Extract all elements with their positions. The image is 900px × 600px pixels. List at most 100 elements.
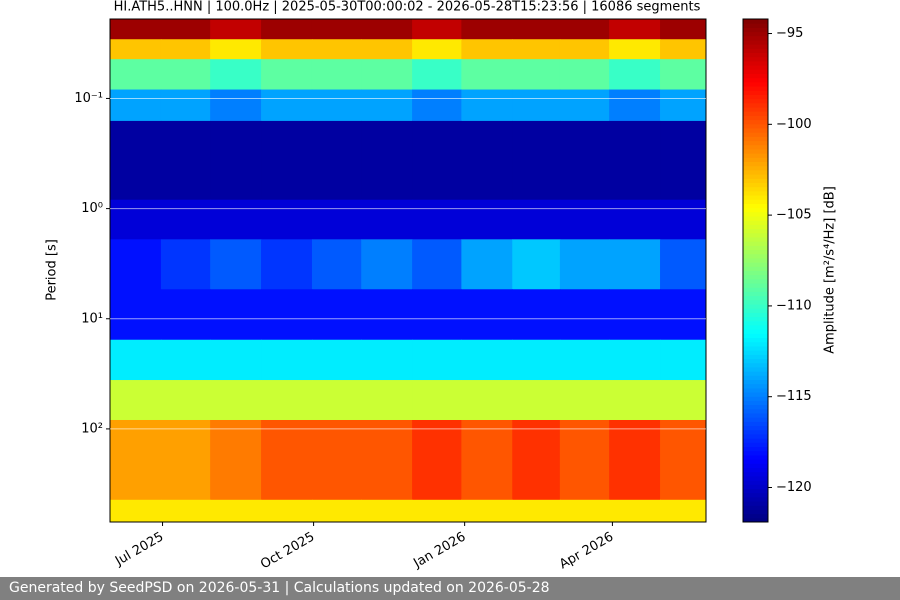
heatmap-cell <box>361 59 413 91</box>
heatmap-cell <box>210 239 262 290</box>
colorbar-segment <box>743 350 768 355</box>
heatmap-cell <box>559 120 610 201</box>
colorbar-segment <box>743 513 768 519</box>
colorbar-segment <box>743 195 768 200</box>
colorbar-segment <box>743 44 768 49</box>
colorbar-segment <box>743 475 768 481</box>
heatmap-cell <box>412 239 462 290</box>
colorbar-segment <box>743 111 768 116</box>
heatmap-cell <box>261 380 313 421</box>
colorbar-segment <box>743 312 768 318</box>
footer: Generated by SeedPSD on 2026-05-31 | Cal… <box>0 577 900 600</box>
colorbar-segment <box>743 236 768 242</box>
heatmap-cell <box>461 289 513 341</box>
heatmap-cell <box>261 199 313 240</box>
heatmap-cell <box>311 499 362 523</box>
heatmap-cell <box>361 289 413 341</box>
colorbar-tick-label: −120 <box>776 480 812 495</box>
colorbar-tick-label: −95 <box>776 26 803 41</box>
heatmap-cell <box>110 239 162 290</box>
heatmap-cell <box>512 499 561 523</box>
colorbar-segment <box>743 73 768 79</box>
heatmap-cell <box>311 339 362 381</box>
colorbar-segment <box>743 396 768 401</box>
heatmap-cell <box>412 199 462 240</box>
colorbar-segment <box>743 169 768 175</box>
heatmap-cell <box>110 59 162 91</box>
heatmap-cell <box>210 89 262 122</box>
heatmap-cell <box>261 339 313 381</box>
colorbar-segment <box>743 492 768 498</box>
heatmap-cell <box>609 39 661 60</box>
colorbar-segment <box>743 199 768 204</box>
heatmap-cell <box>512 19 561 40</box>
colorbar-frame <box>742 18 769 523</box>
heatmap-cell <box>210 120 262 201</box>
heatmap-cell <box>361 419 413 501</box>
heatmap-cell <box>361 239 413 290</box>
colorbar-segment <box>743 375 768 380</box>
heatmap-cell <box>609 19 661 40</box>
colorbar-segment <box>743 463 768 469</box>
y-tick-label: 10⁻¹ <box>74 91 103 106</box>
colorbar-segment <box>743 433 768 439</box>
colorbar-segment <box>743 232 768 238</box>
heatmap-cell <box>110 89 162 122</box>
heatmap-cell <box>110 39 162 60</box>
colorbar-segment <box>743 333 768 339</box>
colorbar-segment <box>743 245 768 251</box>
colorbar-segment <box>743 278 768 284</box>
heatmap-cell <box>609 59 661 91</box>
heatmap-cell <box>412 19 462 40</box>
colorbar-segment <box>743 39 768 45</box>
colorbar-segment <box>743 253 768 259</box>
colorbar-segment <box>743 413 768 418</box>
heatmap-cell <box>210 39 262 60</box>
heatmap-cell <box>559 39 610 60</box>
x-tick-label: Oct 2025 <box>258 530 317 573</box>
heatmap-cell <box>160 59 211 91</box>
colorbar-segment <box>743 207 768 213</box>
heatmap-cell <box>559 339 610 381</box>
heatmap-cell <box>110 19 162 40</box>
colorbar-segment <box>743 299 768 305</box>
heatmap-cell <box>311 120 362 201</box>
colorbar-segment <box>743 517 768 523</box>
y-tick-label: 10⁰ <box>81 201 103 216</box>
heatmap-cell <box>461 380 513 421</box>
x-tick-label: Jul 2025 <box>112 530 166 570</box>
colorbar-segment <box>743 383 768 389</box>
heatmap-cell <box>461 499 513 523</box>
colorbar-segment <box>743 450 768 456</box>
colorbar-segment <box>743 467 768 473</box>
heatmap-cell <box>461 120 513 201</box>
heatmap-cell <box>210 499 262 523</box>
heatmap-cell <box>412 89 462 122</box>
heatmap-cell <box>512 339 561 381</box>
heatmap-cell <box>609 120 661 201</box>
heatmap-cell <box>210 289 262 341</box>
heatmap-cell <box>559 59 610 91</box>
colorbar-segment <box>743 471 768 477</box>
colorbar-segment <box>743 35 768 41</box>
y-tick-label: 10¹ <box>81 311 103 326</box>
heatmap-cell <box>361 120 413 201</box>
heatmap-cell <box>461 39 513 60</box>
heatmap-cell <box>311 380 362 421</box>
heatmap-cell <box>361 339 413 381</box>
chart-title: HI.ATH5..HNN | 100.0Hz | 2025-05-30T00:0… <box>114 0 701 15</box>
heatmap-cell <box>660 499 707 523</box>
heatmap-cell <box>461 59 513 91</box>
colorbar-segment <box>743 496 768 502</box>
heatmap-cell <box>559 239 610 290</box>
colorbar-segment <box>743 488 768 494</box>
colorbar-tick-label: −105 <box>776 208 812 223</box>
heatmap-cell <box>110 419 162 501</box>
colorbar-segment <box>743 366 768 372</box>
colorbar-segment <box>743 56 768 62</box>
colorbar-segment <box>743 446 768 452</box>
colorbar-segment <box>743 459 768 464</box>
heatmap-cell <box>609 199 661 240</box>
colorbar-segment <box>743 31 768 37</box>
colorbar-segment <box>743 362 768 368</box>
